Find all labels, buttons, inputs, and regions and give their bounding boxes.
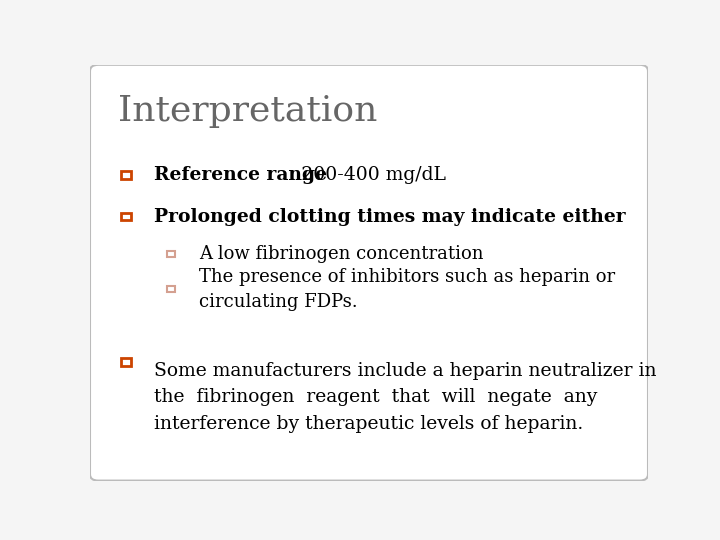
- Bar: [167, 251, 175, 257]
- Text: Some manufacturers include a heparin neutralizer in
the  fibrinogen  reagent  th: Some manufacturers include a heparin neu…: [154, 362, 657, 433]
- Text: Interpretation: Interpretation: [118, 94, 377, 128]
- Bar: [121, 171, 131, 179]
- Text: A low fibrinogen concentration: A low fibrinogen concentration: [199, 245, 483, 263]
- Text: The presence of inhibitors such as heparin or
circulating FDPs.: The presence of inhibitors such as hepar…: [199, 268, 615, 311]
- Bar: [121, 213, 131, 220]
- Bar: [167, 286, 175, 292]
- Text: Prolonged clotting times may indicate either: Prolonged clotting times may indicate ei…: [154, 207, 626, 226]
- Text: : 200-400 mg/dL: : 200-400 mg/dL: [289, 166, 446, 184]
- Text: Reference range: Reference range: [154, 166, 327, 184]
- Bar: [121, 359, 131, 366]
- FancyBboxPatch shape: [90, 65, 648, 481]
